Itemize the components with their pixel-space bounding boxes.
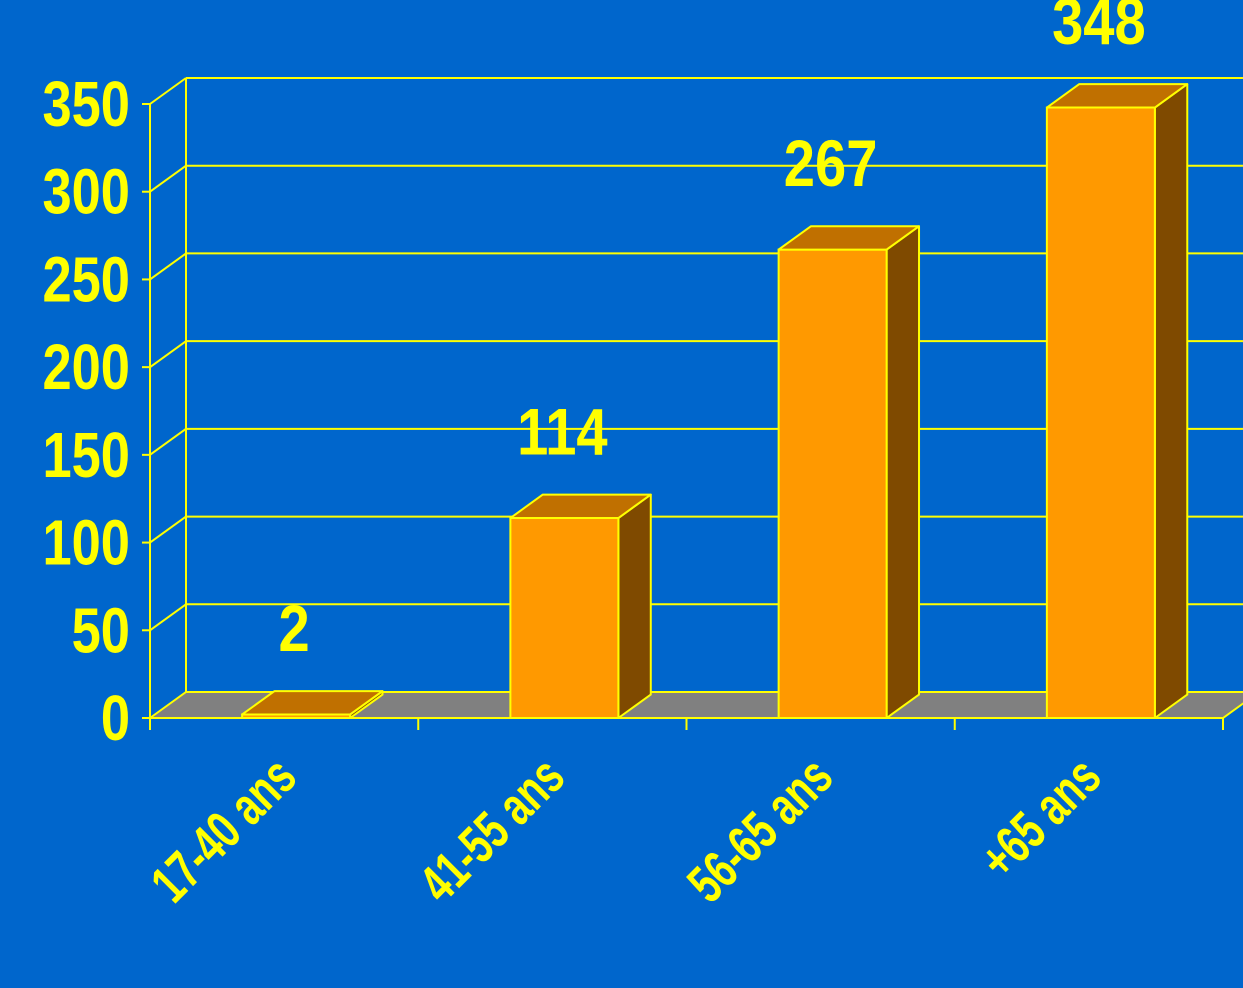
- gridline-diag-300: [149, 164, 187, 193]
- bar-56-65 ans: [777, 225, 921, 719]
- y-tick-label: 350: [42, 69, 130, 140]
- bar-side: [1153, 83, 1189, 719]
- data-label: 2: [279, 592, 310, 665]
- x-tick-label: +65 ans: [967, 745, 1112, 890]
- y-tick-label: 0: [101, 683, 130, 754]
- y-tick-label: 150: [42, 420, 130, 491]
- bar-17-40 ans: [241, 690, 384, 720]
- bar-41-55 ans: [509, 493, 652, 719]
- y-tick-labels: 0 50 100 150 200 250 300 350: [42, 69, 130, 754]
- bar-front: [1045, 106, 1156, 720]
- y-tick-label: 100: [42, 508, 130, 579]
- bar-top: [777, 225, 921, 251]
- gridline-diag-350: [149, 77, 187, 105]
- x-tick-label: 56-65 ans: [675, 745, 843, 913]
- y-tick-label: 50: [72, 595, 130, 666]
- bars: [241, 83, 1189, 720]
- bar-top: [509, 493, 652, 520]
- data-label: 267: [784, 127, 878, 200]
- x-tick-label: 41-55 ans: [407, 745, 575, 913]
- data-label: 348: [1052, 0, 1146, 58]
- gridline-diag-250: [149, 252, 187, 281]
- gridline-diag-100: [149, 515, 187, 544]
- bar-side: [885, 225, 921, 719]
- data-label: 114: [517, 395, 608, 468]
- bar-front: [509, 517, 620, 719]
- y-tick-label: 250: [42, 245, 130, 316]
- bar-top: [241, 690, 384, 716]
- bar-front: [777, 248, 888, 719]
- bar-side: [617, 493, 652, 719]
- bar-top: [1045, 83, 1189, 109]
- y-tick-label: 200: [42, 332, 130, 403]
- x-tick-labels: 17-40 ans 41-55 ans 56-65 ans +65 ans: [139, 745, 1112, 913]
- gridline-diag-150: [149, 428, 187, 456]
- x-tick-label: 17-40 ans: [139, 745, 307, 913]
- data-labels: 2 114 267 348: [279, 0, 1146, 665]
- gridline-diag-200: [149, 340, 187, 368]
- gridline-diag-50: [149, 603, 187, 632]
- y-tick-label: 300: [42, 157, 130, 228]
- bar-+65 ans: [1045, 83, 1189, 720]
